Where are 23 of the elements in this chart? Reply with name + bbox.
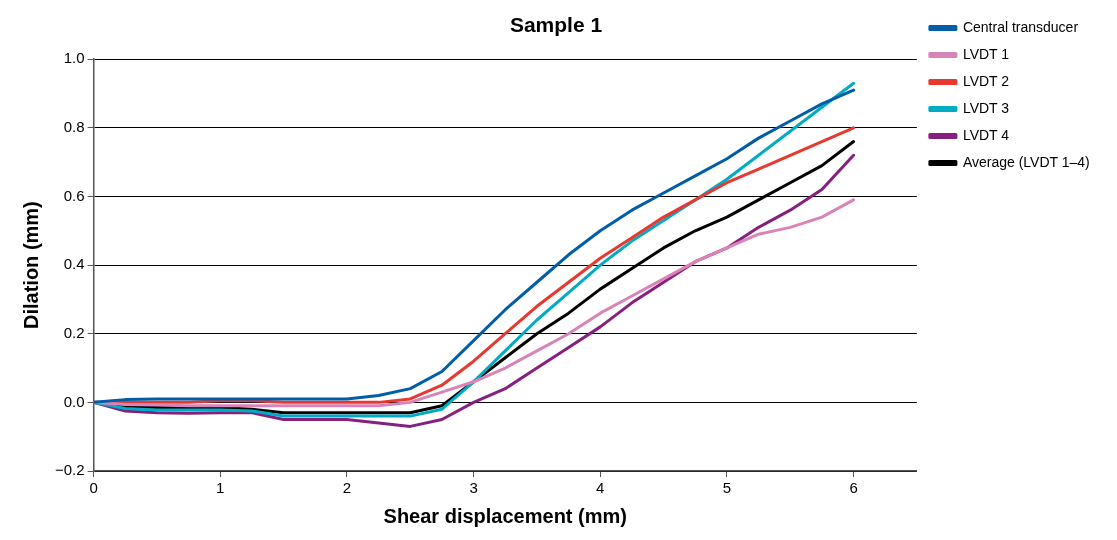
x-tick-label: 3 — [469, 479, 478, 497]
legend-label: LVDT 1 — [962, 45, 1010, 62]
x-tick-label: 0 — [89, 479, 98, 497]
legend-label: LVDT 3 — [962, 99, 1010, 116]
y-tick-label: 0.8 — [63, 117, 85, 135]
chart-title: Sample 1 — [509, 13, 603, 37]
y-axis-title: Dilation (mm) — [19, 201, 42, 329]
x-tick-label: 1 — [216, 479, 225, 497]
legend-label: Average (LVDT 1–4) — [962, 153, 1090, 170]
y-tick-label: 0.0 — [63, 392, 85, 410]
x-tick-label: 6 — [849, 479, 858, 497]
legend-label: Central transducer — [962, 18, 1079, 35]
x-axis-title: Shear displacement (mm) — [383, 504, 627, 527]
y-tick-label: −0.2 — [54, 461, 85, 479]
x-tick-label: 2 — [342, 479, 352, 497]
x-tick-label: 4 — [596, 479, 605, 497]
y-tick-label: 0.2 — [63, 323, 85, 341]
y-tick-label: 0.4 — [63, 255, 85, 273]
x-tick-label: 5 — [722, 479, 732, 497]
y-tick-label: 0.6 — [63, 186, 85, 204]
y-tick-label: 1.0 — [63, 49, 85, 67]
legend-label: LVDT 4 — [962, 126, 1010, 143]
legend-label: LVDT 2 — [962, 72, 1010, 89]
